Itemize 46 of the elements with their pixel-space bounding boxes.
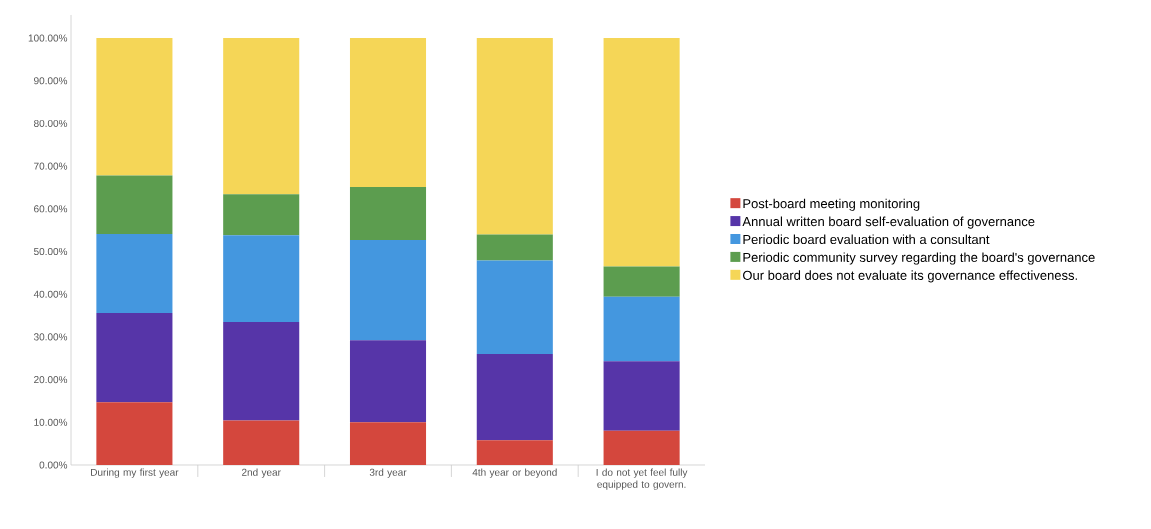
bar bbox=[223, 38, 300, 195]
bar bbox=[476, 353, 553, 441]
bar bbox=[349, 340, 427, 423]
x-tick-label: 4th year or beyond bbox=[472, 468, 557, 478]
y-tick-label: 50.00% bbox=[33, 247, 68, 256]
bar bbox=[603, 296, 680, 362]
bar bbox=[603, 430, 680, 465]
x-tick-label: I do not yet feel fully equipped to govern. bbox=[596, 468, 688, 490]
y-tick-label: 60.00% bbox=[34, 205, 68, 213]
x-tick-label: 2nd year bbox=[241, 468, 281, 478]
bar bbox=[349, 38, 427, 188]
legend-label: Annual written board self-evaluation of governance bbox=[742, 216, 1035, 229]
bar bbox=[223, 420, 300, 465]
y-tick-label: 80.00% bbox=[34, 119, 68, 127]
bar bbox=[476, 260, 553, 354]
bar bbox=[349, 187, 427, 240]
bar bbox=[349, 239, 427, 341]
y-tick-label: 90.00% bbox=[34, 77, 68, 85]
bar bbox=[96, 402, 173, 465]
y-tick-label: 100.00% bbox=[28, 34, 68, 42]
bar bbox=[476, 440, 553, 465]
x-tick-label: 3rd year bbox=[369, 468, 407, 478]
bar bbox=[476, 38, 553, 235]
y-tick-label: 70.00% bbox=[34, 162, 68, 170]
y-tick-label: 20.00% bbox=[34, 376, 68, 384]
bar bbox=[223, 321, 300, 421]
bar bbox=[96, 175, 173, 235]
bar bbox=[603, 38, 680, 267]
bar bbox=[223, 194, 300, 236]
bar bbox=[349, 422, 427, 465]
bar bbox=[96, 312, 173, 403]
bar bbox=[96, 234, 173, 313]
y-tick-label: 30.00% bbox=[33, 333, 68, 341]
legend-label: Our board does not evaluate its governance effectiveness. bbox=[743, 270, 1077, 283]
x-tick-label: During my first year bbox=[91, 468, 179, 478]
legend-label: Periodic community survey regarding the board's governance bbox=[743, 252, 1095, 265]
bar bbox=[476, 234, 553, 261]
bar bbox=[96, 38, 173, 176]
y-tick-label: 10.00% bbox=[34, 418, 68, 426]
y-tick-label: 0.00% bbox=[39, 461, 68, 469]
legend-label: Periodic board evaluation with a consultant bbox=[743, 234, 990, 245]
bar bbox=[223, 235, 300, 322]
legend-label: Post-board meeting monitoring bbox=[743, 198, 920, 211]
y-tick-label: 40.00% bbox=[33, 290, 68, 298]
bar bbox=[603, 361, 680, 431]
bar bbox=[603, 266, 680, 297]
